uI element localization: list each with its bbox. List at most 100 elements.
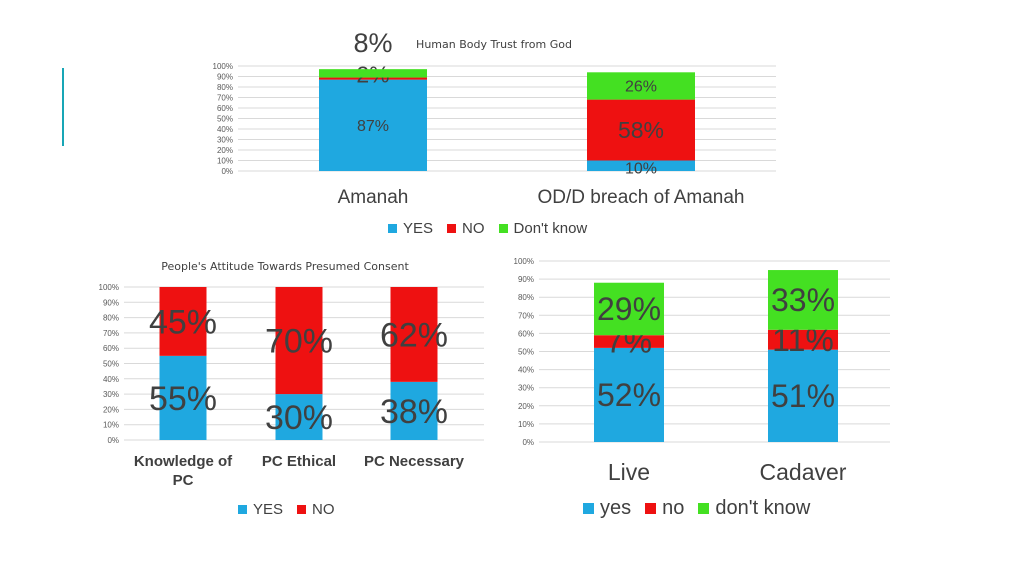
x-category-label: Cadaver — [760, 459, 847, 485]
data-label: 33% — [771, 282, 835, 318]
y-tick-label: 30% — [217, 136, 233, 145]
legend-swatch — [498, 224, 508, 233]
bar-segment — [587, 160, 695, 171]
legend-live-cadaver: yes no don't know — [583, 497, 810, 520]
y-tick-label: 30% — [103, 390, 119, 399]
y-tick-label: 60% — [217, 104, 233, 113]
legend-label: NO — [462, 220, 485, 237]
legend-label: Don't know — [513, 220, 588, 237]
y-tick-label: 0% — [522, 438, 534, 447]
bar-segment — [587, 99, 695, 161]
y-tick-label: 20% — [103, 405, 119, 414]
bar-segment — [319, 77, 427, 80]
y-tick-label: 40% — [518, 366, 534, 375]
legend-label: no — [662, 497, 685, 519]
data-label: 52% — [597, 377, 661, 413]
y-tick-label: 100% — [213, 62, 233, 71]
bar-segment — [275, 287, 323, 395]
y-tick-label: 70% — [103, 329, 119, 338]
legend-item: YES — [388, 220, 433, 237]
data-label: 38% — [380, 393, 448, 431]
legend-swatch — [238, 505, 247, 514]
legend-item: don't know — [698, 497, 810, 520]
legend-item: NO — [297, 501, 335, 518]
legend-swatch — [297, 505, 307, 514]
legend-item: no — [645, 497, 684, 520]
accent-bar — [62, 68, 64, 146]
legend-presumed-consent: YES NO — [238, 501, 335, 518]
chart-title: People's Attitude Towards Presumed Conse… — [161, 260, 409, 273]
bar-segment — [159, 287, 207, 356]
x-category-label: PC Ethical — [262, 453, 336, 470]
data-label: 55% — [149, 380, 217, 418]
bar-segment — [275, 394, 323, 440]
y-tick-label: 20% — [217, 146, 233, 155]
y-tick-label: 0% — [221, 167, 233, 176]
data-label: 30% — [265, 399, 333, 437]
legend-label: NO — [312, 501, 335, 518]
data-label: 10% — [625, 160, 657, 177]
y-tick-label: 70% — [217, 94, 233, 103]
y-tick-label: 30% — [518, 384, 534, 393]
legend-item: Don't know — [498, 220, 588, 237]
y-tick-label: 80% — [103, 314, 119, 323]
y-tick-label: 80% — [217, 83, 233, 92]
x-category-label: Knowledge of PC — [134, 453, 233, 489]
bar-segment — [768, 329, 838, 350]
y-tick-label: 10% — [103, 421, 119, 430]
legend-item: YES — [238, 501, 283, 518]
data-label: 8% — [353, 28, 392, 58]
y-tick-label: 0% — [107, 436, 119, 445]
data-label: 58% — [618, 117, 664, 143]
bar-segment — [390, 287, 438, 382]
legend-swatch — [583, 503, 594, 514]
bar-segment — [319, 69, 427, 78]
y-tick-label: 20% — [518, 402, 534, 411]
legend-item: yes — [583, 497, 631, 520]
bar-segment — [587, 72, 695, 100]
y-tick-label: 90% — [518, 275, 534, 284]
data-label: 26% — [625, 79, 657, 96]
bar-segment — [390, 381, 438, 440]
legend-swatch — [698, 503, 710, 514]
legend-item: NO — [447, 220, 485, 237]
data-label: 45% — [149, 303, 217, 341]
bar-segment — [594, 347, 664, 442]
y-tick-label: 10% — [217, 157, 233, 166]
bar-segment — [594, 335, 664, 348]
data-label: 70% — [265, 322, 333, 360]
legend-label: don't know — [715, 497, 811, 519]
y-tick-label: 60% — [103, 344, 119, 353]
data-label: 29% — [597, 291, 661, 327]
data-label: 51% — [771, 378, 835, 414]
bar-segment — [319, 79, 427, 171]
legend-swatch — [447, 224, 457, 233]
y-tick-label: 90% — [217, 73, 233, 82]
y-tick-label: 50% — [518, 348, 534, 357]
legend-label: YES — [403, 220, 434, 237]
data-label: 87% — [357, 118, 389, 135]
legend-label: YES — [253, 501, 284, 518]
y-tick-label: 70% — [518, 311, 534, 320]
legend-label: yes — [600, 497, 632, 519]
y-tick-label: 100% — [514, 257, 534, 266]
bar-segment — [768, 349, 838, 442]
x-category-label: OD/D breach of Amanah — [538, 187, 745, 208]
y-tick-label: 80% — [518, 293, 534, 302]
x-category-label: Amanah — [338, 187, 409, 208]
data-label: 62% — [380, 316, 448, 354]
bar-segment — [159, 355, 207, 440]
y-tick-label: 40% — [217, 125, 233, 134]
bar-segment — [768, 270, 838, 330]
y-tick-label: 10% — [518, 420, 534, 429]
y-tick-label: 50% — [103, 360, 119, 369]
legend-swatch — [388, 224, 397, 233]
x-category-label: Live — [608, 459, 650, 485]
legend-human-body-trust: YES NO Don't know — [388, 220, 587, 237]
x-category-label: PC Necessary — [364, 453, 465, 470]
y-tick-label: 50% — [217, 115, 233, 124]
chart-title: Human Body Trust from God — [416, 38, 572, 51]
